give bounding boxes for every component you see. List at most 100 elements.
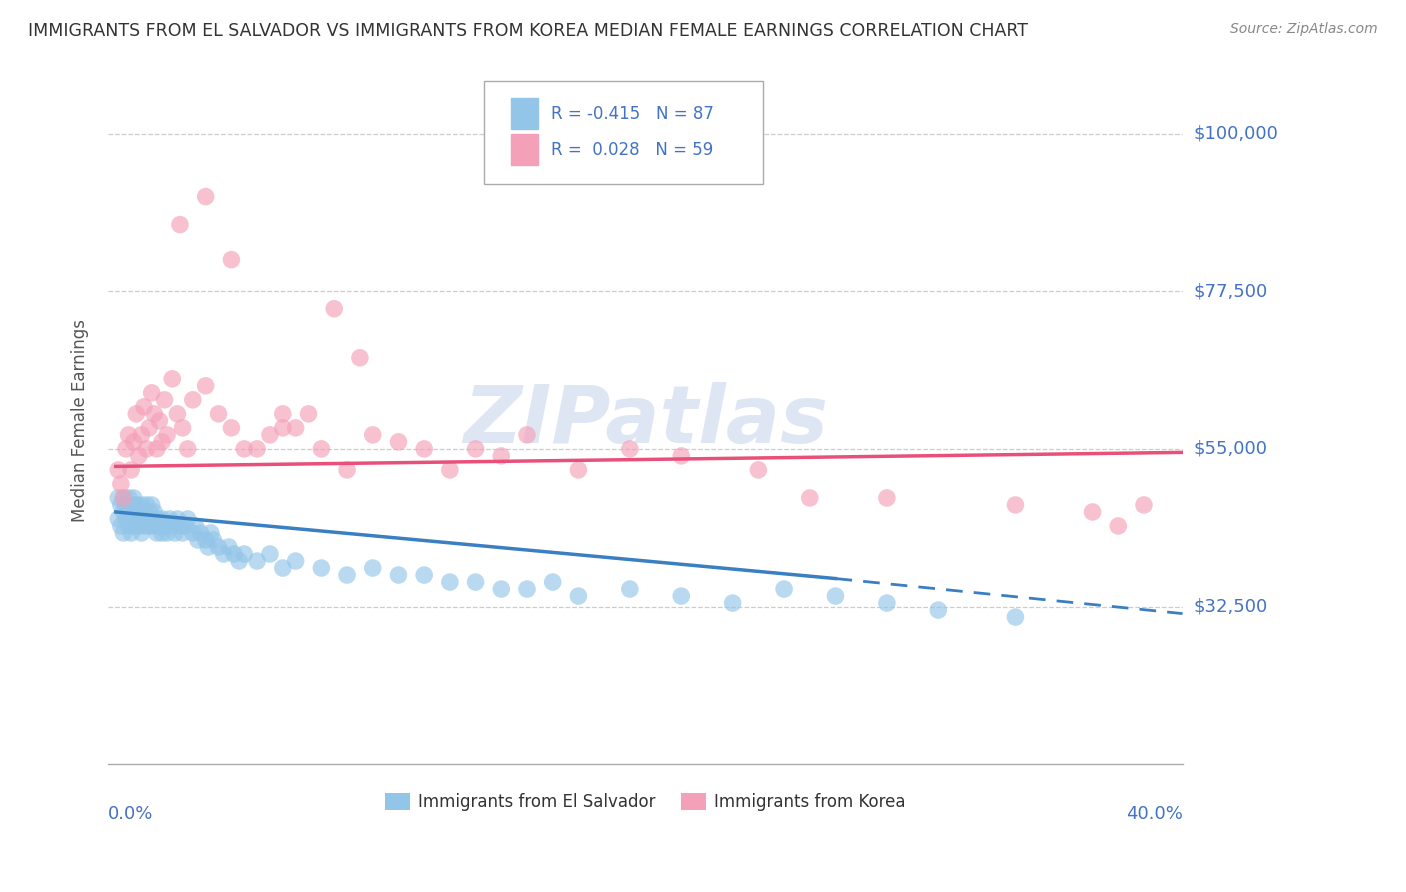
Point <box>671 589 693 603</box>
FancyBboxPatch shape <box>484 81 763 184</box>
Text: 0.0%: 0.0% <box>108 805 153 823</box>
Point <box>184 519 207 533</box>
Point <box>361 561 384 575</box>
Point <box>150 526 173 541</box>
Point <box>110 519 132 533</box>
Point <box>122 519 145 533</box>
Bar <box>510 134 538 165</box>
Point <box>146 526 169 541</box>
Point <box>271 407 294 421</box>
Point <box>464 575 486 590</box>
Point <box>259 547 281 561</box>
Point <box>218 540 240 554</box>
Point <box>1004 498 1026 512</box>
Point <box>927 603 949 617</box>
Point <box>1081 505 1104 519</box>
Bar <box>510 98 538 129</box>
Point <box>413 442 436 456</box>
Point <box>122 434 145 449</box>
Point <box>747 463 769 477</box>
Point <box>135 512 157 526</box>
Point <box>221 421 243 435</box>
Point <box>212 547 235 561</box>
Point <box>439 463 461 477</box>
Point <box>567 463 589 477</box>
Point <box>516 582 538 596</box>
Text: 40.0%: 40.0% <box>1126 805 1182 823</box>
Point <box>176 442 198 456</box>
Point <box>1004 610 1026 624</box>
Point <box>207 407 229 421</box>
Point <box>107 512 129 526</box>
Point <box>202 533 225 547</box>
Point <box>181 392 204 407</box>
Point <box>876 596 898 610</box>
Point <box>671 449 693 463</box>
Point <box>387 568 409 582</box>
Point <box>163 526 186 541</box>
Point <box>222 547 245 561</box>
Point <box>117 519 139 533</box>
Point <box>107 491 129 505</box>
Point <box>125 498 148 512</box>
Point <box>413 568 436 582</box>
Point <box>166 407 188 421</box>
Text: $32,500: $32,500 <box>1194 598 1268 615</box>
Point <box>146 512 169 526</box>
Point <box>120 498 142 512</box>
Point <box>271 421 294 435</box>
Point <box>122 491 145 505</box>
Point <box>181 526 204 541</box>
Point <box>190 526 212 541</box>
Point <box>197 540 219 554</box>
Point <box>148 519 170 533</box>
Text: R =  0.028   N = 59: R = 0.028 N = 59 <box>551 141 713 159</box>
Point <box>128 449 150 463</box>
Point <box>135 442 157 456</box>
Point <box>141 498 163 512</box>
Point <box>187 533 209 547</box>
Text: Source: ZipAtlas.com: Source: ZipAtlas.com <box>1230 22 1378 37</box>
Point <box>143 505 166 519</box>
Point <box>166 512 188 526</box>
Point <box>172 526 194 541</box>
Point <box>259 428 281 442</box>
Point <box>176 512 198 526</box>
Y-axis label: Median Female Earnings: Median Female Earnings <box>72 319 89 523</box>
Point <box>115 442 138 456</box>
Point <box>323 301 346 316</box>
Point <box>135 498 157 512</box>
Point <box>246 554 269 568</box>
Point <box>117 428 139 442</box>
Point <box>131 428 153 442</box>
Point <box>156 428 179 442</box>
Point <box>541 575 564 590</box>
Text: $77,500: $77,500 <box>1194 282 1268 301</box>
Point <box>174 519 197 533</box>
Point <box>311 561 333 575</box>
Point <box>619 582 641 596</box>
Point <box>172 421 194 435</box>
Point <box>112 491 135 505</box>
Point <box>138 519 160 533</box>
Point <box>284 554 307 568</box>
Point <box>271 561 294 575</box>
Point <box>1107 519 1129 533</box>
Point <box>228 554 250 568</box>
Legend: Immigrants from El Salvador, Immigrants from Korea: Immigrants from El Salvador, Immigrants … <box>378 786 912 818</box>
Text: R = -0.415   N = 87: R = -0.415 N = 87 <box>551 105 714 123</box>
Point <box>824 589 846 603</box>
Point <box>110 498 132 512</box>
Point <box>112 526 135 541</box>
Point <box>233 547 256 561</box>
Point <box>387 434 409 449</box>
Point <box>221 252 243 267</box>
Point <box>207 540 229 554</box>
Point <box>567 589 589 603</box>
Point <box>464 442 486 456</box>
Point <box>233 442 256 456</box>
Point <box>120 526 142 541</box>
Point <box>721 596 744 610</box>
Point <box>284 421 307 435</box>
Point <box>112 491 135 505</box>
